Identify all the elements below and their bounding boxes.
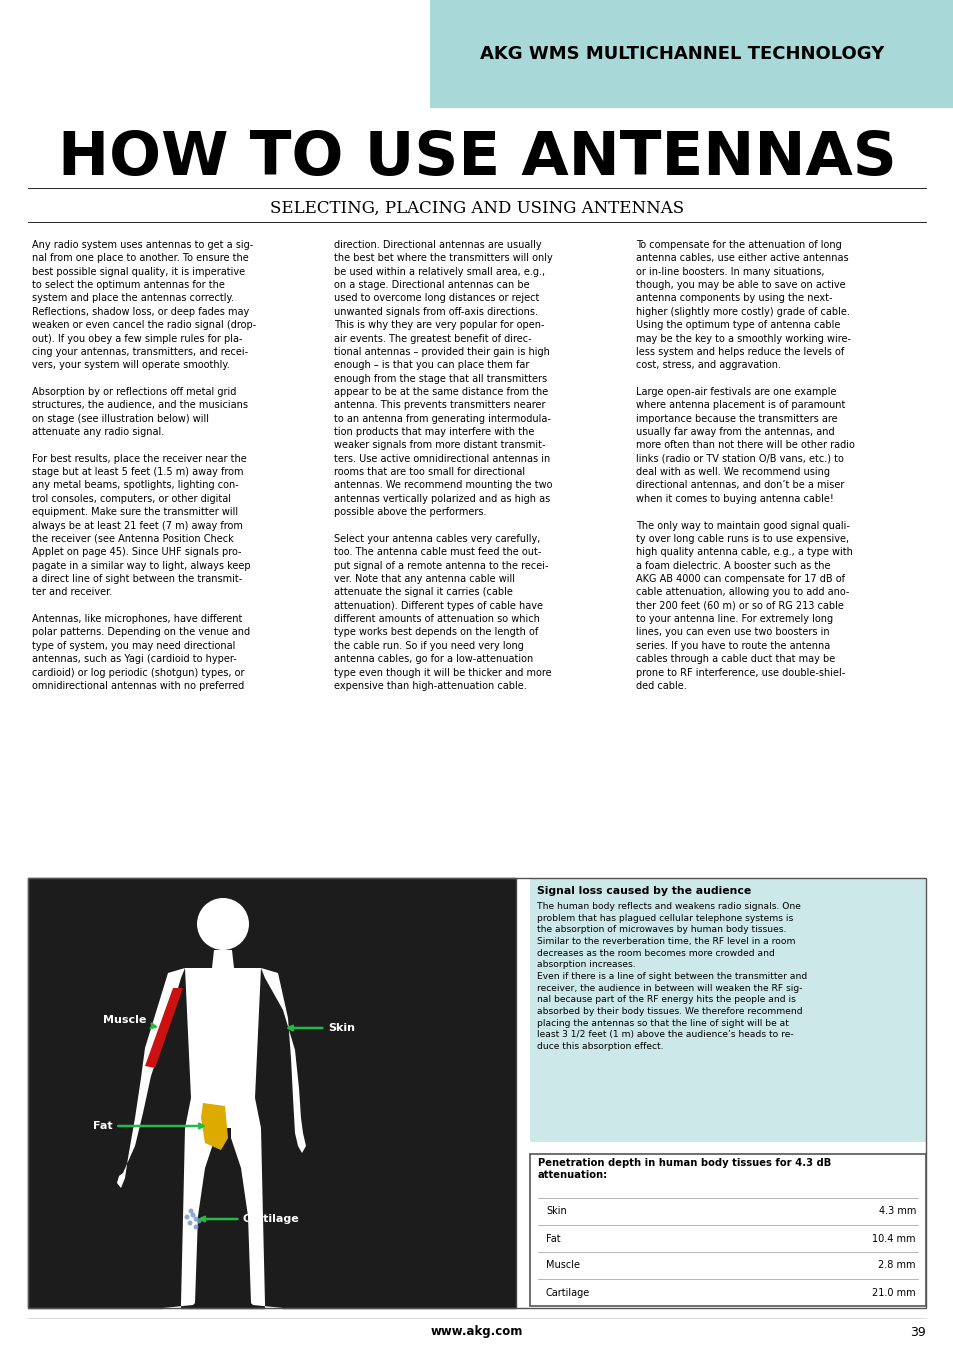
Text: Muscle: Muscle: [545, 1261, 579, 1270]
Polygon shape: [212, 950, 233, 968]
Circle shape: [188, 1220, 193, 1226]
Text: SELECTING, PLACING AND USING ANTENNAS: SELECTING, PLACING AND USING ANTENNAS: [270, 200, 683, 216]
Polygon shape: [231, 1129, 283, 1318]
Circle shape: [193, 1224, 198, 1230]
Text: The human body reflects and weakens radio signals. One
problem that has plagued : The human body reflects and weakens radi…: [537, 902, 806, 1050]
Text: direction. Directional antennas are usually
the best bet where the transmitters : direction. Directional antennas are usua…: [334, 240, 552, 691]
Polygon shape: [201, 1103, 228, 1150]
Text: Cartilage: Cartilage: [545, 1288, 590, 1297]
Text: Fat: Fat: [92, 1120, 203, 1131]
Circle shape: [196, 898, 249, 950]
Text: To compensate for the attenuation of long
antenna cables, use either active ante: To compensate for the attenuation of lon…: [636, 240, 854, 691]
Text: 2.8 mm: 2.8 mm: [878, 1261, 915, 1270]
Polygon shape: [163, 1129, 214, 1318]
Text: 21.0 mm: 21.0 mm: [871, 1288, 915, 1297]
FancyBboxPatch shape: [28, 878, 516, 1308]
Text: Penetration depth in human body tissues for 4.3 dB
attenuation:: Penetration depth in human body tissues …: [537, 1158, 830, 1180]
Circle shape: [196, 1219, 201, 1223]
Polygon shape: [261, 968, 306, 1153]
Text: Muscle: Muscle: [103, 1015, 155, 1027]
FancyBboxPatch shape: [530, 878, 925, 1142]
Text: 10.4 mm: 10.4 mm: [872, 1234, 915, 1243]
Text: 39: 39: [909, 1326, 925, 1338]
Text: Fat: Fat: [545, 1234, 560, 1243]
Polygon shape: [117, 968, 185, 1188]
Text: www.akg.com: www.akg.com: [431, 1326, 522, 1338]
Text: Signal loss caused by the audience: Signal loss caused by the audience: [537, 886, 750, 896]
Circle shape: [184, 1215, 190, 1219]
Circle shape: [193, 1216, 198, 1222]
Polygon shape: [185, 1098, 261, 1129]
Text: HOW TO USE ANTENNAS: HOW TO USE ANTENNAS: [57, 128, 896, 188]
FancyBboxPatch shape: [530, 1154, 925, 1305]
Circle shape: [189, 1208, 193, 1214]
Polygon shape: [145, 988, 183, 1068]
Text: Any radio system uses antennas to get a sig-
nal from one place to another. To e: Any radio system uses antennas to get a …: [32, 240, 256, 691]
Text: AKG WMS MULTICHANNEL TECHNOLOGY: AKG WMS MULTICHANNEL TECHNOLOGY: [479, 45, 883, 63]
Circle shape: [191, 1212, 195, 1218]
Text: Skin: Skin: [288, 1023, 355, 1033]
Text: Skin: Skin: [545, 1207, 566, 1216]
Polygon shape: [185, 968, 261, 1098]
Text: Cartilage: Cartilage: [200, 1214, 299, 1224]
FancyBboxPatch shape: [430, 0, 953, 108]
Text: 4.3 mm: 4.3 mm: [878, 1207, 915, 1216]
